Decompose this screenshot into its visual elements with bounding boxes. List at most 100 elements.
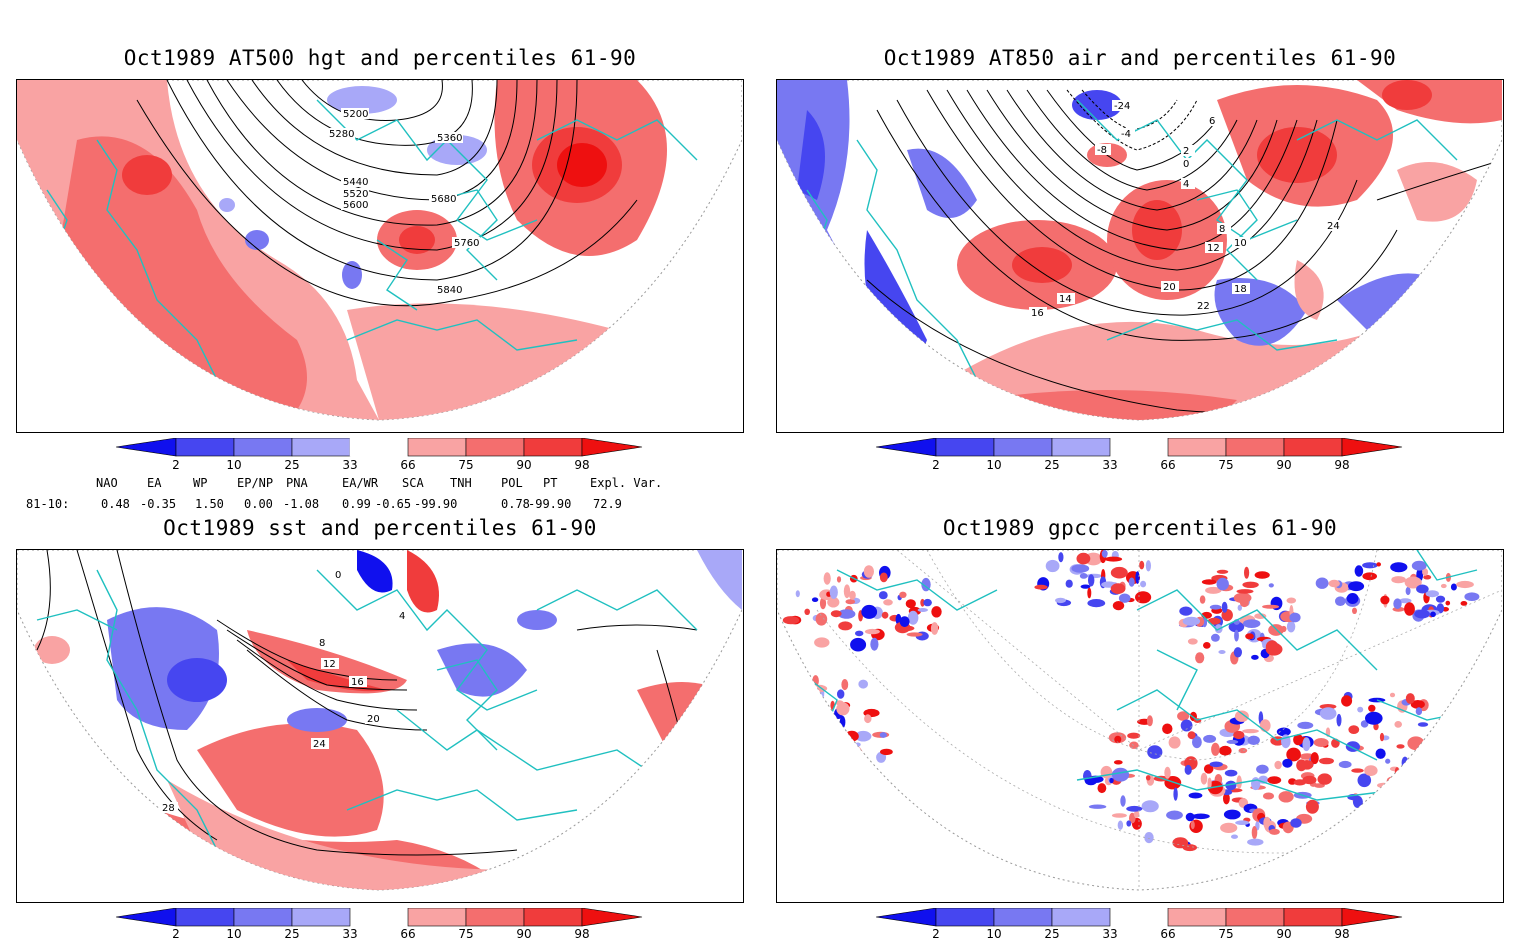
precip-speckle: [1231, 834, 1238, 839]
precip-speckle: [1118, 593, 1131, 603]
precip-speckle: [1218, 650, 1226, 654]
precip-speckle: [855, 759, 867, 769]
precip-speckle: [1101, 550, 1108, 558]
precip-speckle: [1399, 598, 1412, 604]
precip-speckle: [1430, 611, 1436, 618]
index-header-ea: EA: [147, 476, 162, 490]
precip-speckle: [1464, 592, 1480, 601]
colorbar-tick: 25: [284, 458, 299, 472]
precip-speckle: [1109, 777, 1114, 784]
precip-speckle: [1351, 768, 1364, 773]
contour-label: 5680: [431, 194, 456, 205]
precip-speckle: [811, 597, 819, 602]
precip-speckle: [1262, 604, 1280, 609]
colorbar-tick: 2: [932, 458, 940, 472]
precip-speckle: [782, 757, 797, 772]
precip-speckle: [1179, 606, 1193, 616]
precip-speckle: [1364, 765, 1378, 776]
index-value: -1.08: [283, 497, 320, 511]
contour-label: 24: [313, 739, 326, 750]
precip-speckle: [809, 732, 826, 740]
precip-speckle: [861, 604, 878, 619]
precip-speckle: [1187, 731, 1196, 739]
precip-speckle: [1362, 572, 1377, 581]
precip-speckle: [801, 752, 820, 764]
index-value: 0.48: [101, 497, 130, 511]
panel-title-gpcc: Oct1989 gpcc percentiles 61-90: [942, 516, 1338, 540]
precip-speckle: [833, 750, 848, 763]
index-value: -99.90: [414, 497, 458, 511]
precip-speckle: [1414, 609, 1430, 619]
colorbar-tick: 66: [1160, 458, 1175, 472]
contour-label: 16: [1031, 308, 1044, 319]
precip-speckle: [1432, 745, 1442, 759]
contour-label: 28: [162, 803, 175, 814]
precip-speckle: [852, 807, 865, 818]
colorbar-tick: 25: [1044, 458, 1059, 472]
precip-speckle: [1243, 619, 1261, 628]
precip-speckle: [847, 778, 861, 790]
index-value: -0.65: [375, 497, 412, 511]
precip-speckle: [789, 763, 795, 773]
precip-speckle: [1302, 775, 1317, 785]
precip-speckle: [1282, 758, 1293, 768]
precip-speckle: [834, 745, 844, 753]
precip-speckle: [830, 610, 842, 618]
precip-speckle: [1088, 574, 1095, 587]
panel-title-air850: Oct1989 AT850 air and percentiles 61-90: [883, 46, 1397, 70]
precip-speckle: [794, 758, 811, 770]
precip-speckle: [1225, 780, 1237, 791]
map-hgt500: 5200 5280 5360 5440 5520 5600 5680 5760 …: [16, 79, 744, 433]
contour-label: 0: [335, 570, 341, 581]
precip-speckle: [838, 621, 853, 631]
precip-speckle: [1387, 779, 1402, 790]
precip-speckle: [1184, 764, 1192, 775]
precip-speckle: [1434, 738, 1450, 746]
precip-speckle: [1346, 593, 1359, 604]
precip-speckle: [1379, 732, 1385, 742]
precip-speckle: [822, 718, 839, 728]
precip-speckle: [1404, 576, 1422, 589]
colorbar-tick: 2: [932, 927, 940, 940]
contour-label: 5360: [437, 133, 462, 144]
precip-speckle: [1200, 772, 1208, 785]
precip-speckle: [1362, 562, 1378, 569]
contour-label: 5200: [343, 109, 368, 120]
colorbar-tick: 90: [1276, 927, 1291, 940]
precip-speckle: [1262, 792, 1275, 800]
precip-speckle: [1180, 719, 1193, 732]
precip-speckle: [1390, 562, 1408, 573]
precip-speckle: [1207, 617, 1221, 625]
colorbar-tick: 10: [986, 458, 1001, 472]
precip-speckle: [1244, 566, 1250, 579]
precip-speckle: [917, 608, 928, 612]
precip-speckle: [1254, 613, 1267, 619]
precip-speckle: [815, 612, 828, 626]
precip-speckle: [1410, 700, 1425, 709]
precip-speckle: [1110, 583, 1126, 594]
precip-speckle: [1147, 745, 1163, 759]
precip-speckle: [1405, 693, 1415, 704]
colorbar-tick: 66: [1160, 927, 1175, 940]
precip-speckle: [837, 609, 856, 619]
precip-speckle: [1286, 620, 1296, 633]
colorbar-tick: 25: [1044, 927, 1059, 940]
precip-speckle: [1409, 792, 1416, 807]
precip-speckle: [1302, 737, 1311, 752]
contour-label: 12: [1207, 243, 1220, 254]
precip-speckle: [1404, 796, 1415, 805]
precip-speckle: [831, 775, 843, 787]
precip-speckle: [1080, 584, 1091, 589]
precip-speckle: [1267, 776, 1282, 784]
precip-speckle: [1190, 820, 1195, 830]
precip-speckle: [1205, 586, 1222, 594]
precip-speckle: [1286, 747, 1301, 762]
precip-speckle: [899, 591, 907, 598]
precip-speckle: [810, 783, 824, 797]
precip-speckle: [1114, 735, 1122, 744]
index-header-pt: PT: [543, 476, 558, 490]
precip-speckle: [1416, 584, 1429, 594]
contour-label: 20: [367, 714, 380, 725]
precip-speckle: [1423, 574, 1432, 580]
precip-speckle: [1242, 729, 1259, 734]
